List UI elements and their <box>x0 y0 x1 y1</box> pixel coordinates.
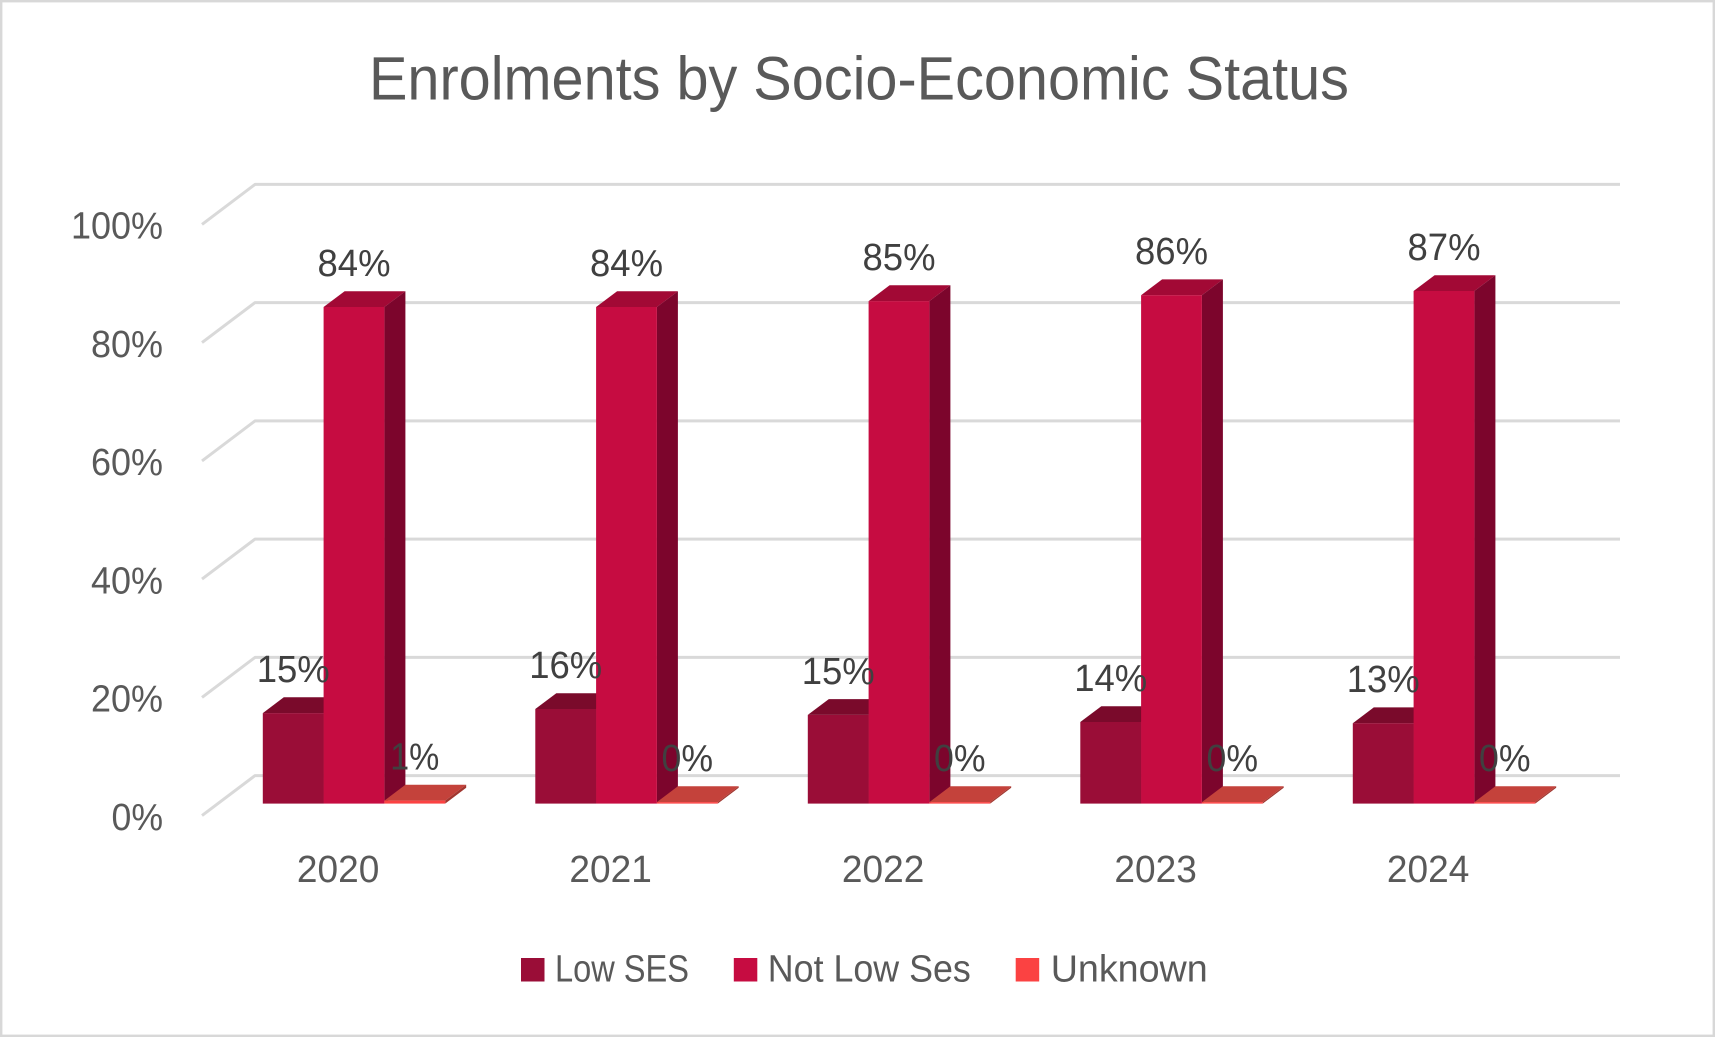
svg-text:15%: 15% <box>802 650 875 693</box>
svg-text:2024: 2024 <box>1387 848 1469 891</box>
svg-text:40%: 40% <box>91 559 163 602</box>
svg-text:Unknown: Unknown <box>1051 947 1208 990</box>
svg-text:2021: 2021 <box>569 848 651 891</box>
svg-text:Enrolments by Socio-Economic S: Enrolments by Socio-Economic Status <box>369 45 1349 114</box>
svg-text:0%: 0% <box>934 737 986 780</box>
svg-text:60%: 60% <box>91 441 163 484</box>
svg-text:85%: 85% <box>863 236 936 279</box>
svg-text:84%: 84% <box>318 242 391 285</box>
svg-text:2020: 2020 <box>297 848 379 891</box>
svg-text:Low SES: Low SES <box>555 947 689 990</box>
svg-text:0%: 0% <box>662 737 714 780</box>
svg-text:15%: 15% <box>257 648 330 691</box>
svg-text:0%: 0% <box>1479 737 1531 780</box>
svg-text:0%: 0% <box>1207 737 1259 780</box>
svg-text:80%: 80% <box>91 323 163 366</box>
svg-text:20%: 20% <box>91 678 163 721</box>
svg-text:13%: 13% <box>1347 658 1420 701</box>
svg-text:84%: 84% <box>590 242 663 285</box>
svg-text:2022: 2022 <box>842 848 924 891</box>
svg-text:1%: 1% <box>390 736 439 779</box>
svg-text:14%: 14% <box>1074 657 1147 700</box>
svg-text:16%: 16% <box>529 644 602 687</box>
svg-text:Not Low Ses: Not Low Ses <box>768 947 971 990</box>
svg-text:86%: 86% <box>1135 230 1208 273</box>
svg-text:0%: 0% <box>112 796 164 839</box>
svg-text:87%: 87% <box>1408 226 1481 269</box>
svg-text:2023: 2023 <box>1114 848 1196 891</box>
svg-text:100%: 100% <box>71 205 163 248</box>
